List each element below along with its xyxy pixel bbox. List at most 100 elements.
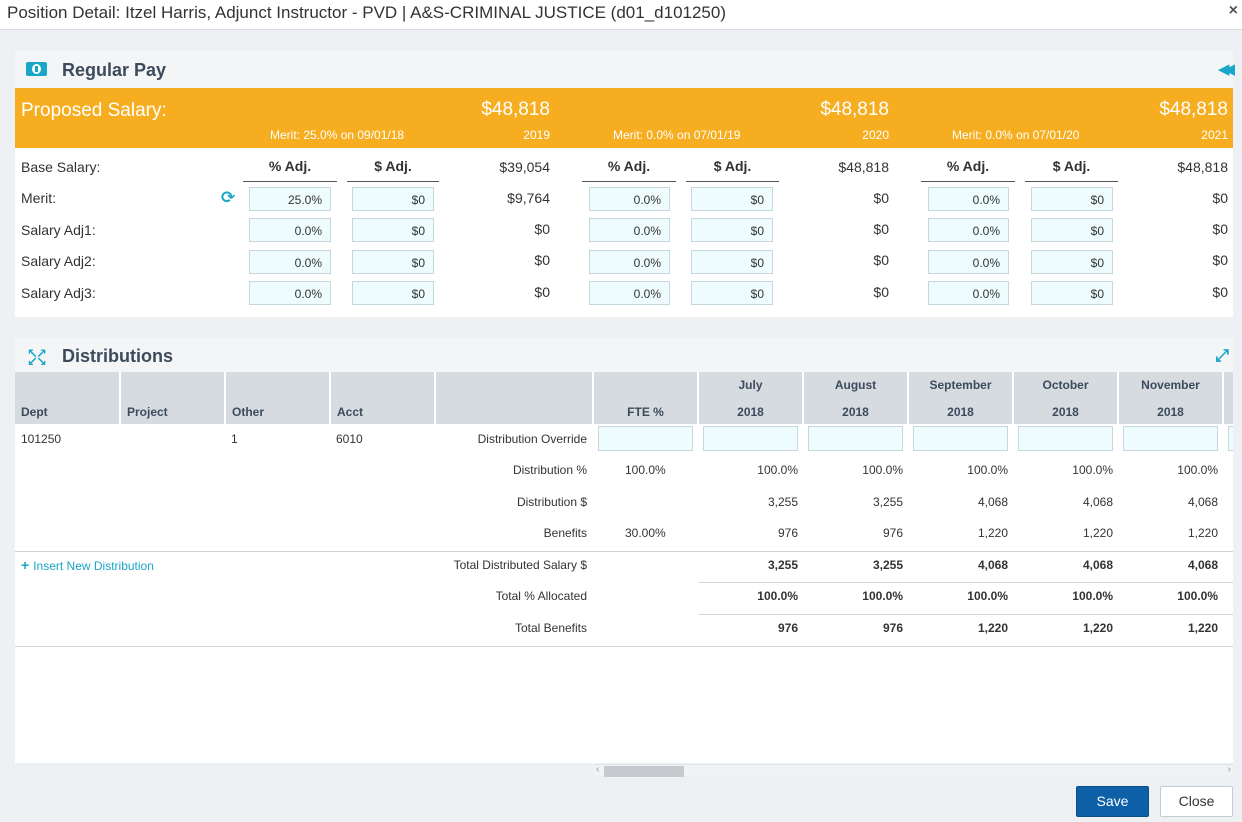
benefits-value: 1,220 [1187,526,1218,540]
adj2-pct-input[interactable]: 0.0% [249,250,331,274]
merit-amt-input[interactable]: $0 [352,187,434,211]
august-override-input[interactable] [808,426,903,451]
distributions-header: ↖ ↗ ↙ ↘ Distributions ⤢ [15,338,1233,372]
adj3-pct-input[interactable]: 0.0% [249,281,331,305]
september-override-input[interactable] [913,426,1008,451]
total-benefits-value: 976 [777,621,798,635]
merit-total: $0 [1212,190,1228,206]
adj2-total: $0 [873,252,889,268]
adj2-amt-input[interactable]: $0 [1031,250,1113,274]
fte-benefits-value: 30.00% [625,526,666,540]
total-benefits-value: 1,220 [977,621,1008,635]
adj2-pct-input[interactable]: 0.0% [928,250,1009,274]
adj2-amt-input[interactable]: $0 [352,250,434,274]
dept-cell: 101250 [21,432,62,446]
adj3-total: $0 [873,284,889,300]
adj1-pct-input[interactable]: 0.0% [589,218,670,242]
adj1-total: $0 [873,221,889,237]
distributions-title: Distributions [62,346,173,366]
save-button[interactable]: Save [1076,786,1149,817]
distribution-pct-value: 100.0% [757,463,798,477]
label-header [436,372,592,424]
adj1-total: $0 [1212,221,1228,237]
adj2-pct-input[interactable]: 0.0% [589,250,670,274]
month-header-september: September 2018 [909,372,1012,424]
month-header-next [1224,372,1233,424]
scroll-right-icon[interactable]: › [1227,764,1231,775]
close-icon[interactable]: × [1228,2,1238,19]
next-override-input[interactable] [1228,426,1233,451]
amt-adj-header: $ Adj. [347,158,439,182]
pct-adj-header: % Adj. [582,158,676,182]
distribution-pct-value: 100.0% [862,463,903,477]
acct-cell: 6010 [336,432,363,446]
collapse-left-icon[interactable]: ◀◀ [1217,61,1235,78]
total-salary-value: 3,255 [767,558,798,572]
proposed-salary-amount: $48,818 [820,99,889,120]
merit-pct-input[interactable]: 25.0% [249,187,331,211]
fullscreen-icon[interactable]: ⤢ [1215,346,1229,365]
horizontal-scrollbar[interactable]: ‹ › [594,764,1233,777]
divider [15,646,1233,647]
distribution-pct-value: 100.0% [1177,463,1218,477]
adj1-amt-input[interactable]: $0 [691,218,773,242]
total-benefits-value: 1,220 [1187,621,1218,635]
fte-pct-value: 100.0% [625,463,666,477]
amt-adj-header: $ Adj. [686,158,779,182]
distribution-override-label: Distribution Override [477,432,587,446]
merit-amt-input[interactable]: $0 [1031,187,1113,211]
project-header: Project [121,372,224,424]
total-pct-label: Total % Allocated [495,589,587,603]
regular-pay-header: Regular Pay ◀◀ [15,51,1235,88]
adj1-amt-input[interactable]: $0 [1031,218,1113,242]
benefits-label: Benefits [543,526,587,540]
dialog-titlebar: Position Detail: Itzel Harris, Adjunct I… [0,0,1242,30]
distribution-amt-value: 4,068 [1187,495,1218,509]
dept-header: Dept [15,372,119,424]
base-salary-value: $48,818 [838,159,889,175]
base-salary-label: Base Salary: [21,159,101,175]
distribution-pct-value: 100.0% [967,463,1008,477]
expand-icon[interactable]: ↖ ↗ ↙ ↘ [27,346,47,369]
divider [15,551,1233,552]
fte-header: FTE % [594,372,697,424]
adj3-amt-input[interactable]: $0 [352,281,434,305]
refresh-icon[interactable]: ⟳ [221,188,236,207]
adj2-total: $0 [1212,252,1228,268]
adj3-amt-input[interactable]: $0 [691,281,773,305]
scroll-left-icon[interactable]: ‹ [596,764,600,775]
divider [699,614,1233,615]
fte-override-input[interactable] [598,426,693,451]
july-override-input[interactable] [703,426,798,451]
merit-pct-input[interactable]: 0.0% [928,187,1009,211]
merit-label: Merit: [21,190,56,206]
regular-pay-title: Regular Pay [62,60,167,80]
merit-amt-input[interactable]: $0 [691,187,773,211]
amt-adj-header: $ Adj. [1025,158,1118,182]
november-override-input[interactable] [1123,426,1218,451]
scrollbar-thumb[interactable] [604,766,684,777]
adj2-amt-input[interactable]: $0 [691,250,773,274]
merit-pct-input[interactable]: 0.0% [589,187,670,211]
adj1-total: $0 [534,221,550,237]
adj1-pct-input[interactable]: 0.0% [928,218,1009,242]
adj3-amt-input[interactable]: $0 [1031,281,1113,305]
insert-distribution-link[interactable]: + Insert New Distribution [21,557,154,573]
total-salary-value: 4,068 [1082,558,1113,572]
close-button[interactable]: Close [1160,786,1233,817]
total-pct-value: 100.0% [1177,589,1218,603]
base-salary-value: $39,054 [499,159,550,175]
october-override-input[interactable] [1018,426,1113,451]
proposed-salary-bar: Proposed Salary: Merit: 25.0% on 09/01/1… [15,88,1233,148]
month-header-july: July 2018 [699,372,802,424]
total-pct-value: 100.0% [757,589,798,603]
salary-year: 2020 [862,128,889,142]
benefits-value: 1,220 [1082,526,1113,540]
adj1-amt-input[interactable]: $0 [352,218,434,242]
month-header-october: October 2018 [1014,372,1117,424]
total-pct-value: 100.0% [1072,589,1113,603]
pct-adj-header: % Adj. [243,158,337,182]
adj3-pct-input[interactable]: 0.0% [589,281,670,305]
adj3-pct-input[interactable]: 0.0% [928,281,1009,305]
adj1-pct-input[interactable]: 0.0% [249,218,331,242]
